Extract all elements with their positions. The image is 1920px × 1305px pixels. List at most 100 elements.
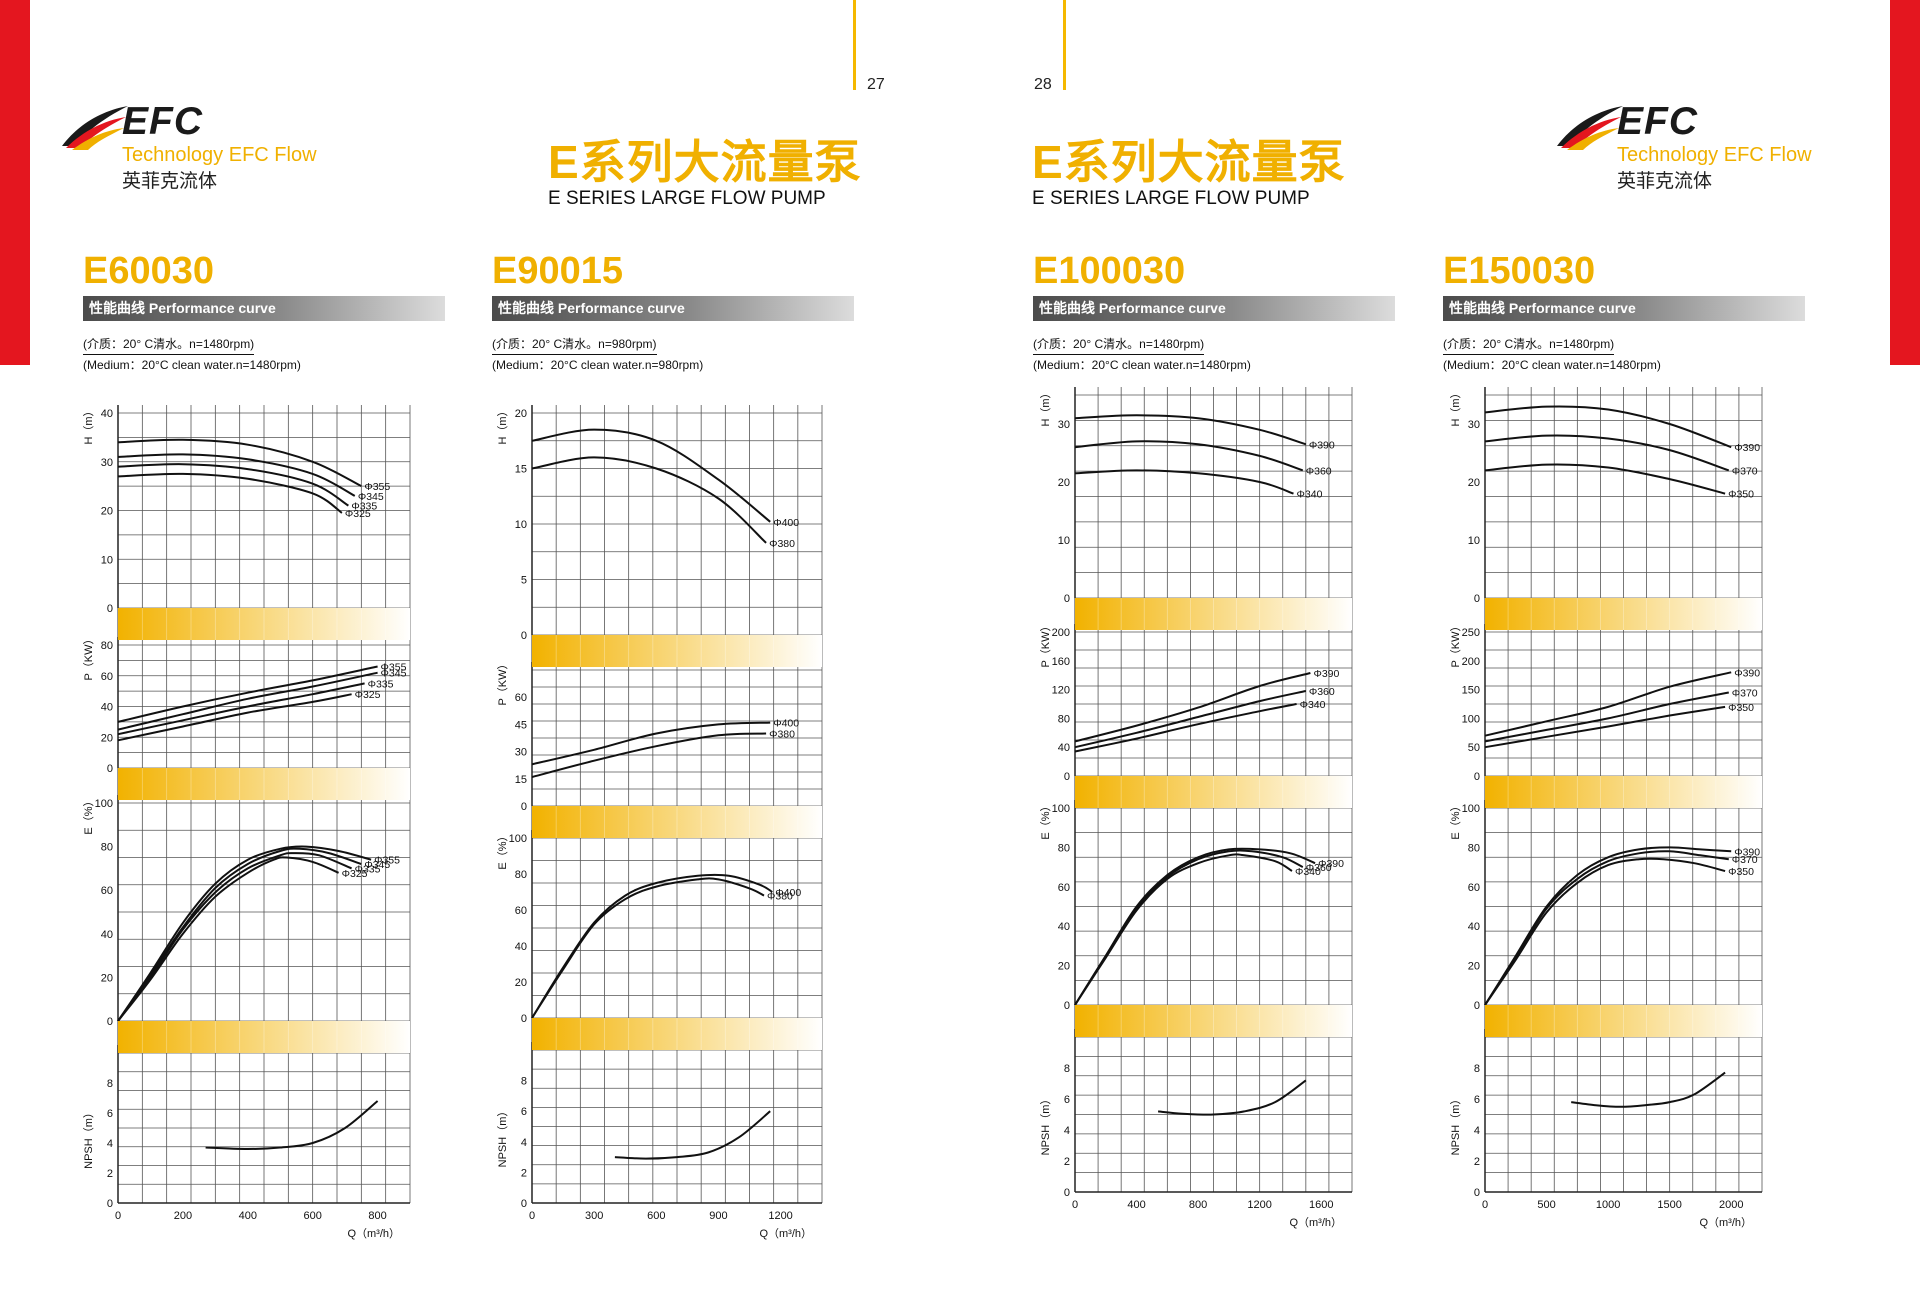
- separator-band: [532, 635, 822, 667]
- series-label: Φ360: [1306, 465, 1332, 477]
- y-tick-label: 60: [101, 885, 113, 897]
- series-label: Φ350: [1728, 702, 1754, 714]
- y-tick-label: 0: [107, 603, 113, 615]
- y-axis-label: E（%）: [1039, 800, 1052, 839]
- y-tick-label: 5: [521, 575, 527, 587]
- series-curve: [1074, 690, 1307, 749]
- y-tick-label: 8: [1474, 1063, 1480, 1075]
- series-curve: [531, 877, 765, 1019]
- y-axis-label: P（KW）: [82, 633, 95, 680]
- right-red-edge: [1890, 0, 1920, 365]
- series-label: Φ390: [1734, 442, 1760, 454]
- y-tick-label: 160: [1052, 656, 1070, 668]
- x-axis-label: Q（m³/h）: [1289, 1216, 1342, 1229]
- series-curve: [1484, 846, 1732, 1006]
- series-curve: [117, 693, 352, 742]
- y-axis-label: H（m）: [1039, 387, 1052, 426]
- y-tick-label: 60: [1058, 882, 1070, 894]
- series-label: Φ400: [773, 517, 799, 529]
- series-curve: [1484, 850, 1729, 1006]
- series-label: Φ325: [345, 508, 371, 520]
- series-curve: [117, 453, 356, 497]
- y-tick-label: 4: [1474, 1125, 1480, 1137]
- separator-band: [118, 768, 410, 800]
- x-tick-label: 0: [529, 1210, 535, 1222]
- y-tick-label: 80: [515, 869, 527, 881]
- y-tick-label: 10: [1058, 535, 1070, 547]
- condition-en: (Medium：20°C clean water.n=1480rpm): [1033, 358, 1251, 372]
- series-label: Φ380: [769, 538, 795, 550]
- y-tick-label: 80: [101, 842, 113, 854]
- x-tick-label: 600: [303, 1210, 321, 1222]
- series-label: Φ340: [1295, 866, 1321, 878]
- y-tick-label: 8: [107, 1078, 113, 1090]
- logo-swoosh-icon: [62, 106, 128, 150]
- y-tick-label: 8: [521, 1076, 527, 1088]
- x-tick-label: 0: [1072, 1199, 1078, 1211]
- series-curve: [117, 682, 365, 736]
- series-curve: [531, 873, 773, 1019]
- y-tick-label: 20: [1468, 961, 1480, 973]
- series-label: Φ355: [381, 662, 407, 674]
- series-label: Φ390: [1318, 858, 1344, 870]
- x-tick-label: 300: [585, 1210, 603, 1222]
- y-tick-label: 4: [521, 1137, 527, 1149]
- y-tick-label: 100: [1462, 713, 1480, 725]
- left-page-number: 27: [867, 76, 885, 93]
- y-tick-label: 30: [1468, 419, 1480, 431]
- x-tick-label: 2000: [1719, 1199, 1743, 1211]
- x-tick-label: 600: [647, 1210, 665, 1222]
- y-tick-label: 0: [107, 1198, 113, 1210]
- series-curve: [117, 438, 362, 487]
- x-tick-label: 800: [368, 1210, 386, 1222]
- series-curve: [531, 456, 767, 544]
- series-curve: [1074, 847, 1316, 1006]
- y-tick-label: 40: [1468, 921, 1480, 933]
- heading-en: E SERIES LARGE FLOW PUMP: [548, 188, 826, 209]
- series-curve: [1484, 691, 1729, 743]
- pump-curve-chart-e100030: 0102030H（m）Φ390Φ360Φ34004080120160200P（K…: [1039, 387, 1353, 1229]
- separator-band: [118, 608, 410, 640]
- series-label: Φ355: [364, 481, 390, 493]
- series-label: Φ340: [1297, 489, 1323, 501]
- logo-cn-name: 英菲克流体: [1617, 171, 1713, 192]
- series-label: Φ360: [1309, 686, 1335, 698]
- y-tick-label: 30: [101, 457, 113, 469]
- y-tick-label: 20: [515, 977, 527, 989]
- y-tick-label: 50: [1468, 742, 1480, 754]
- y-axis-label: H（m）: [1449, 387, 1462, 426]
- series-curve: [117, 665, 378, 723]
- y-tick-label: 100: [509, 833, 527, 845]
- series-label: Φ335: [355, 863, 381, 875]
- y-axis-label: H（m）: [82, 405, 95, 444]
- y-axis-label: NPSH（m）: [496, 1106, 509, 1168]
- series-curve: [205, 1100, 379, 1151]
- y-tick-label: 20: [1468, 477, 1480, 489]
- series-curve: [1074, 703, 1297, 753]
- heading-right: E系列大流量泵 E SERIES LARGE FLOW PUMP: [1032, 126, 1346, 210]
- y-tick-label: 4: [1064, 1125, 1070, 1137]
- y-axis-label: NPSH（m）: [82, 1107, 95, 1169]
- separator-band: [1485, 598, 1762, 630]
- y-axis-label: E（%）: [82, 795, 95, 834]
- y-tick-label: 20: [1058, 961, 1070, 973]
- right-page-number: 28: [1034, 76, 1052, 93]
- series-label: Φ335: [351, 501, 377, 513]
- x-tick-label: 1500: [1657, 1199, 1681, 1211]
- y-tick-label: 60: [101, 671, 113, 683]
- test-condition: (介质：20° C清水。n=1480rpm) (Medium：20°C clea…: [83, 334, 301, 375]
- logo-cn-name: 英菲克流体: [122, 171, 218, 192]
- y-tick-label: 40: [515, 941, 527, 953]
- series-curve: [1074, 853, 1293, 1006]
- series-curve: [1484, 705, 1726, 749]
- series-curve: [531, 428, 771, 523]
- series-label: Φ380: [767, 891, 793, 903]
- x-tick-label: 900: [709, 1210, 727, 1222]
- x-axis-label: Q（m³/h）: [759, 1227, 812, 1240]
- y-tick-label: 15: [515, 464, 527, 476]
- separator-band: [1485, 1005, 1762, 1037]
- y-tick-label: 100: [1052, 803, 1070, 815]
- series-label: Φ345: [364, 859, 390, 871]
- y-tick-label: 0: [521, 801, 527, 813]
- series-curve: [117, 845, 372, 1022]
